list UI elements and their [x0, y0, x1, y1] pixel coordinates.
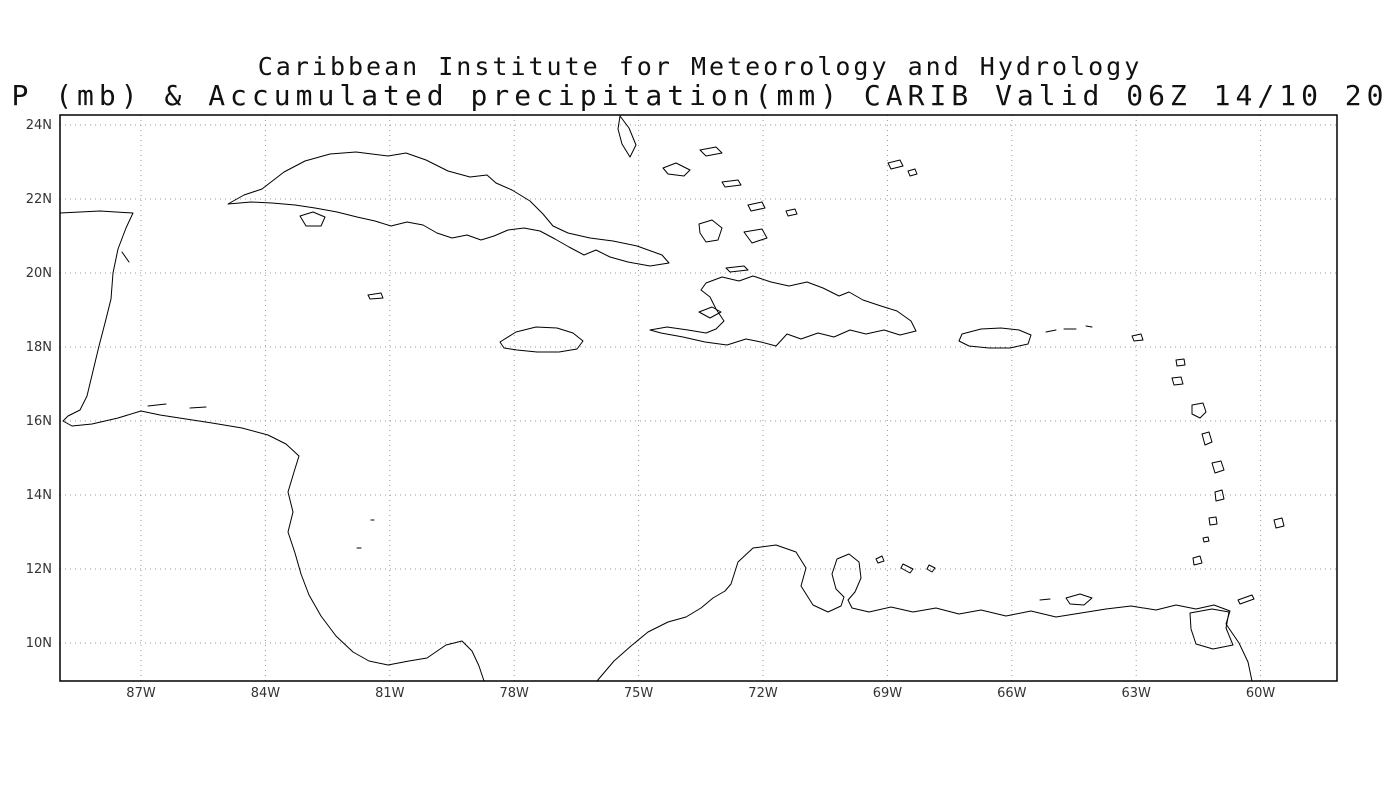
- coastline-margarita: [1039, 593, 1093, 606]
- coastline-hispaniola: [649, 275, 917, 347]
- lon-tick-label-72W: 72W: [748, 686, 778, 701]
- coastline-virgin-islands: [1045, 325, 1093, 333]
- coastline-lesser-antilles: [1131, 333, 1225, 566]
- coastline-bay-islands: [147, 403, 207, 409]
- lat-tick-label-18N: 18N: [26, 340, 52, 355]
- lat-tick-label-12N: 12N: [26, 562, 52, 577]
- lon-tick-label-87W: 87W: [126, 686, 156, 701]
- coastline-tortuga: [725, 265, 749, 273]
- figure-title-fields-valid-time: P (mb) & Accumulated precipitation(mm) C…: [11, 79, 1389, 112]
- coastline-central-america: [59, 210, 485, 682]
- lat-tick-label-16N: 16N: [26, 414, 52, 429]
- lat-tick-label-10N: 10N: [26, 636, 52, 651]
- coastline-cayman: [367, 292, 384, 300]
- lat-tick-label-22N: 22N: [26, 192, 52, 207]
- coastline-tobago: [1237, 594, 1255, 605]
- map-border: [59, 114, 1338, 682]
- coastline-trinidad: [1189, 608, 1234, 650]
- gridlines: [60, 115, 1337, 681]
- coastline-gonave: [698, 306, 722, 319]
- coastline-cuba: [227, 151, 670, 267]
- coastline-puerto-rico: [958, 327, 1032, 349]
- coastline-abc-islands: [875, 555, 936, 574]
- lon-tick-label-78W: 78W: [499, 686, 529, 701]
- coastline-barbados: [1273, 517, 1285, 529]
- lat-tick-label-20N: 20N: [26, 266, 52, 281]
- coastline-bahamas: [617, 115, 918, 244]
- lat-tick-label-24N: 24N: [26, 118, 52, 133]
- coastline-south-america: [596, 544, 1253, 682]
- coastline-isla-juventud: [299, 211, 326, 227]
- lon-tick-label-63W: 63W: [1121, 686, 1151, 701]
- coastline-cozumel: [121, 251, 130, 263]
- lon-tick-label-81W: 81W: [375, 686, 405, 701]
- coastlines: [59, 115, 1285, 682]
- axis-labels: 24N 22N 20N 18N 16N 14N 12N 10N 87W 84W 81W 78W 75W 7…: [26, 118, 1276, 701]
- lon-tick-label-66W: 66W: [997, 686, 1027, 701]
- lon-tick-label-60W: 60W: [1246, 686, 1276, 701]
- lat-tick-label-14N: 14N: [26, 488, 52, 503]
- coastline-san-andres: [356, 519, 375, 549]
- lon-tick-label-69W: 69W: [873, 686, 903, 701]
- coastline-jamaica: [499, 326, 584, 353]
- figure-title-institute: Caribbean Institute for Meteorology and …: [257, 52, 1143, 81]
- lon-tick-label-84W: 84W: [251, 686, 281, 701]
- lon-tick-label-75W: 75W: [624, 686, 654, 701]
